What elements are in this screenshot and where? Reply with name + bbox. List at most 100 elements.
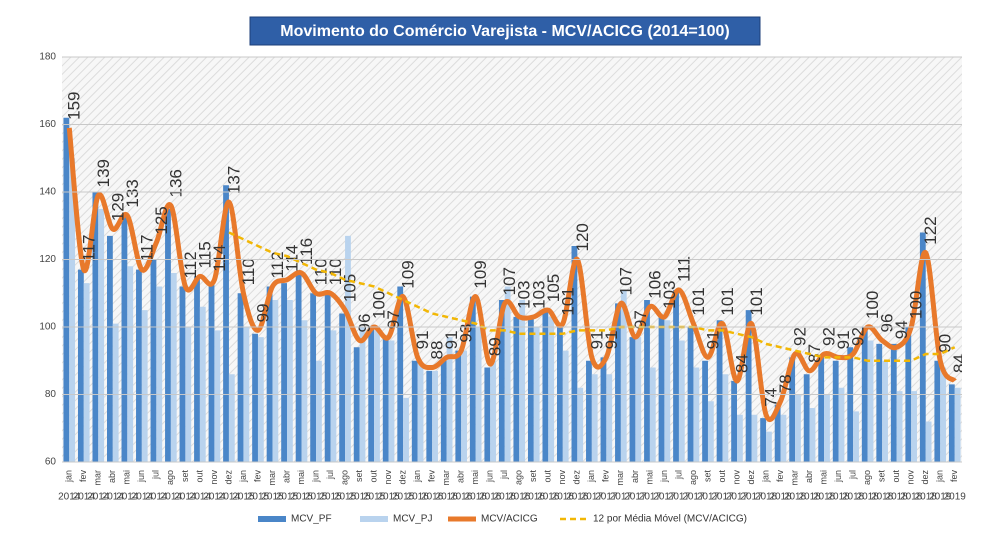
x-tick-label: mai: [818, 470, 828, 485]
x-year-label: 2018: [915, 492, 938, 503]
line: [66, 127, 957, 423]
bar: [780, 414, 787, 462]
bar: [208, 283, 215, 462]
x-tick-label: set: [702, 470, 712, 483]
x-tick-label: mai: [470, 470, 480, 485]
bar: [257, 337, 264, 462]
data-label: 117: [79, 235, 98, 262]
x-year-label: 2016: [465, 492, 488, 503]
bar: [179, 286, 186, 462]
x-tick-label: jan: [586, 470, 596, 483]
bar: [606, 374, 613, 462]
x-year-label: 2017: [639, 492, 662, 503]
bar: [295, 273, 302, 462]
x-tick-label: mai: [296, 470, 306, 485]
bar: [170, 273, 177, 462]
data-label: 117: [137, 235, 156, 262]
x-year-label: 2016: [421, 492, 444, 503]
x-tick-label: out: [717, 470, 727, 483]
x-tick-label: out: [543, 470, 553, 483]
x-tick-label: set: [354, 470, 364, 483]
data-label: 99: [253, 303, 272, 322]
x-tick-label: mai: [122, 470, 132, 485]
bar: [664, 320, 671, 462]
data-label: 110: [239, 258, 258, 285]
x-tick-label: dez: [223, 470, 233, 485]
bar: [461, 350, 467, 462]
bar: [586, 360, 592, 462]
bar: [266, 286, 273, 462]
x-year-label: 2015: [392, 492, 415, 503]
bar: [615, 303, 621, 462]
data-label: 100: [370, 291, 389, 319]
legend-swatch: [360, 516, 388, 522]
x-tick-label: mar: [615, 470, 625, 486]
bar: [838, 387, 845, 462]
x-tick-label: mai: [644, 470, 654, 485]
x-tick-label: nov: [557, 470, 567, 485]
x-tick-label: out: [368, 470, 378, 483]
x-year-label: 2014: [131, 492, 154, 503]
data-label: 92: [791, 327, 810, 346]
x-year-label: 2014: [189, 492, 212, 503]
x-tick-label: fev: [78, 470, 88, 483]
bar: [803, 374, 810, 462]
x-year-label: 2014: [73, 492, 96, 503]
data-label: 100: [907, 291, 926, 319]
x-year-label: 2018: [813, 492, 836, 503]
data-label: 129: [108, 193, 127, 221]
data-label: 139: [94, 159, 113, 187]
data-label: 116: [297, 238, 316, 265]
x-year-label: 2014: [116, 492, 139, 503]
x-tick-label: abr: [456, 470, 466, 483]
x-tick-label: jan: [238, 470, 248, 483]
bar: [237, 293, 244, 462]
x-year-label: 2017: [624, 492, 647, 503]
data-label: 137: [224, 166, 243, 194]
data-label: 122: [921, 216, 940, 244]
bar: [693, 367, 700, 462]
bar: [774, 404, 781, 462]
bar: [876, 343, 883, 462]
x-tick-label: jun: [833, 470, 843, 483]
bar: [411, 360, 418, 462]
bar: [228, 374, 235, 462]
x-tick-label: mar: [267, 470, 277, 486]
x-tick-label: jul: [848, 470, 858, 480]
x-tick-label: abr: [804, 470, 814, 483]
x-year-label: 2018: [900, 492, 923, 503]
bar: [345, 235, 351, 462]
x-tick-label: set: [180, 470, 190, 483]
data-label: 89: [486, 337, 505, 356]
bar: [649, 367, 656, 462]
data-label: 120: [573, 223, 592, 251]
data-label: 91: [587, 330, 606, 349]
data-label: 112: [181, 251, 200, 278]
bar: [63, 117, 70, 462]
x-year-label: 2018: [871, 492, 894, 503]
bar: [818, 357, 825, 462]
line: [228, 231, 956, 362]
data-label: 114: [210, 245, 229, 272]
data-label: 87: [805, 344, 824, 363]
bar: [882, 360, 888, 462]
data-label: 125: [152, 206, 171, 234]
x-tick-label: jan: [412, 470, 422, 483]
x-tick-label: out: [194, 470, 204, 483]
x-tick-label: ago: [339, 470, 349, 485]
data-label: 101: [689, 287, 708, 315]
data-label: 109: [399, 260, 418, 288]
legend-label: MCV/ACICG: [481, 514, 538, 525]
data-label: 88: [428, 341, 447, 360]
data-label: 106: [645, 270, 664, 298]
x-tick-label: jun: [310, 470, 320, 483]
bar: [716, 320, 723, 462]
bar: [911, 391, 917, 462]
data-label: 74: [762, 388, 781, 407]
bar: [403, 397, 409, 462]
bar: [557, 323, 563, 462]
bar: [760, 418, 767, 462]
x-tick-label: abr: [630, 470, 640, 483]
data-label: 97: [631, 310, 650, 329]
bar: [382, 337, 389, 462]
